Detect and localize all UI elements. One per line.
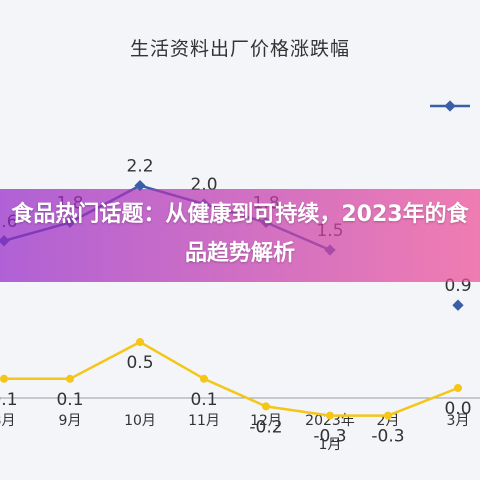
data-point bbox=[200, 374, 208, 383]
data-label: 0.0 bbox=[444, 399, 471, 419]
x-tick-label: 9月 bbox=[59, 413, 82, 429]
data-point bbox=[384, 411, 392, 420]
x-tick-label: 3月 bbox=[447, 413, 470, 429]
data-point bbox=[262, 402, 270, 411]
data-label: 2.2 bbox=[126, 157, 153, 177]
data-point bbox=[454, 384, 462, 392]
x-tick-label: 11月 bbox=[188, 413, 220, 429]
data-point bbox=[326, 411, 334, 420]
data-point bbox=[134, 179, 146, 192]
data-point bbox=[0, 374, 8, 383]
data-point bbox=[452, 299, 464, 311]
legend bbox=[430, 100, 470, 112]
x-tick-label: 2月 bbox=[377, 413, 400, 429]
chart-title: 生活资料出厂价格涨跌幅 bbox=[129, 38, 350, 60]
x-tick-label: 8月 bbox=[0, 413, 15, 429]
x-tick-label: 10月 bbox=[124, 413, 156, 429]
data-point bbox=[136, 338, 144, 346]
data-label: 0.5 bbox=[126, 353, 153, 373]
x-tick-label: 2023年 bbox=[305, 413, 355, 429]
data-label: -0.2 bbox=[249, 417, 282, 437]
x-tick-label: 12月 bbox=[250, 413, 282, 429]
x-tick-label: 1月 bbox=[319, 437, 342, 453]
data-point bbox=[66, 374, 74, 383]
x-tick-labels: 8月9月10月11月12月2023年1月2月3月4月 bbox=[0, 413, 470, 453]
data-label: 0.1 bbox=[190, 390, 217, 410]
data-label: 0.1 bbox=[56, 390, 83, 410]
series-line bbox=[4, 340, 459, 417]
legend-marker bbox=[444, 100, 456, 112]
data-label: -0.3 bbox=[371, 427, 404, 447]
headline-banner[interactable]: 食品热门话题：从健康到可持续，2023年的食品趋势解析 bbox=[0, 189, 480, 282]
headline-text: 食品热门话题：从健康到可持续，2023年的食品趋势解析 bbox=[11, 202, 469, 266]
data-label: -0.3 bbox=[313, 427, 346, 447]
data-label: 0.1 bbox=[0, 390, 18, 410]
